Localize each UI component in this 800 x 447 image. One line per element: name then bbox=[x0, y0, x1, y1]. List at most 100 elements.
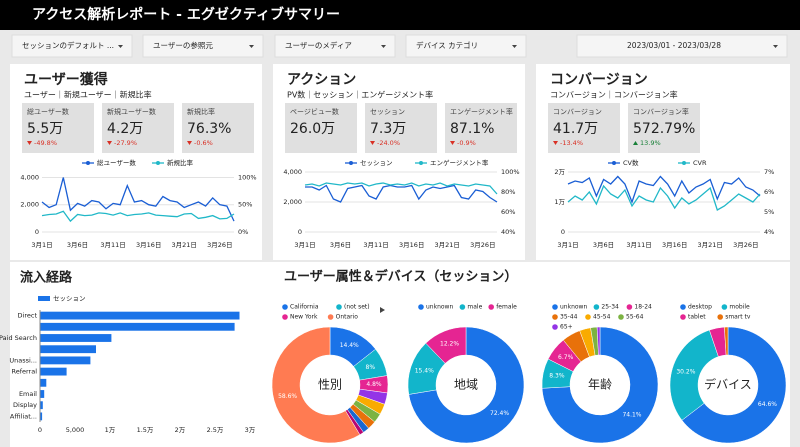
donut-slice bbox=[541, 326, 659, 444]
legend-label: tablet bbox=[688, 314, 706, 321]
slice-label: 30.2% bbox=[676, 369, 695, 376]
bar bbox=[40, 412, 43, 421]
donut-center-label: 地域 bbox=[454, 378, 478, 392]
panel bbox=[10, 262, 790, 447]
x-tick-label: 3月21日 bbox=[172, 241, 197, 249]
legend-dot bbox=[680, 314, 686, 320]
y2-tick-label: 0% bbox=[238, 228, 248, 236]
x-tick-label: 2万 bbox=[175, 426, 186, 434]
legend-label: New York bbox=[290, 314, 318, 321]
header-bar bbox=[0, 0, 800, 30]
slice-label: 8.3% bbox=[549, 373, 565, 380]
scorecard bbox=[102, 103, 174, 153]
legend-label: 18-24 bbox=[634, 304, 652, 311]
x-tick-label: 3月26日 bbox=[733, 241, 758, 249]
series-line bbox=[41, 210, 235, 223]
y-tick-label: Direct bbox=[18, 312, 38, 320]
filter-label: セッションのデフォルト ... bbox=[22, 40, 114, 50]
filter-dropdown[interactable] bbox=[11, 34, 133, 58]
bar bbox=[40, 390, 45, 398]
x-tick-label: 3月6日 bbox=[330, 241, 351, 249]
panel bbox=[536, 64, 790, 260]
scorecard-label: コンバージョン bbox=[553, 108, 602, 116]
donut-center-label: デバイス bbox=[704, 377, 752, 392]
scorecard-value: 26.0万 bbox=[290, 121, 335, 137]
y-tick-label: 4,000 bbox=[283, 168, 302, 176]
legend-dot bbox=[349, 161, 353, 165]
panel bbox=[273, 64, 525, 260]
y-tick-label: Paid Search bbox=[0, 334, 37, 342]
legend-label: 25-34 bbox=[601, 304, 619, 311]
slice-label: 12.2% bbox=[440, 341, 459, 348]
y2-tick-label: 50% bbox=[238, 201, 252, 209]
legend-dot bbox=[552, 324, 558, 330]
legend-label: Ontario bbox=[336, 314, 359, 321]
y-tick-label: 0 bbox=[35, 228, 39, 236]
x-tick-label: 0 bbox=[38, 426, 42, 434]
x-tick-label: 3万 bbox=[245, 426, 256, 434]
x-tick-label: 5,000 bbox=[66, 426, 85, 434]
y2-tick-label: 4% bbox=[764, 228, 774, 236]
x-tick-label: 3月16日 bbox=[136, 241, 161, 249]
legend-dot bbox=[86, 161, 90, 165]
x-tick-label: 3月26日 bbox=[470, 241, 495, 249]
bar bbox=[40, 378, 47, 387]
y-tick-label: Display bbox=[13, 401, 37, 409]
dropdown-caret bbox=[773, 45, 778, 48]
y2-tick-label: 80% bbox=[501, 188, 515, 196]
legend-label: CVR bbox=[693, 159, 707, 167]
donut-slice bbox=[669, 329, 719, 421]
donut-center-label: 年齢 bbox=[588, 377, 612, 392]
legend-label: smart tv bbox=[725, 314, 751, 321]
scorecard bbox=[445, 103, 517, 153]
scorecard-value: 76.3% bbox=[187, 121, 231, 137]
legend-pager[interactable] bbox=[380, 307, 385, 313]
y-tick-label: 0 bbox=[561, 228, 565, 236]
y2-tick-label: 5% bbox=[764, 208, 774, 216]
slice-label: 4.8% bbox=[366, 381, 382, 388]
scorecard bbox=[285, 103, 357, 153]
filter-dropdown[interactable] bbox=[274, 34, 396, 58]
x-tick-label: 3月16日 bbox=[399, 241, 424, 249]
trend-arrow bbox=[187, 141, 192, 145]
x-tick-label: 3月1日 bbox=[294, 241, 315, 249]
slice-label: 74.1% bbox=[622, 412, 641, 419]
trend-arrow bbox=[27, 141, 32, 145]
section-title: 流入経路 bbox=[20, 270, 73, 286]
trend-arrow bbox=[633, 141, 638, 145]
filter-label: 2023/03/01 - 2023/03/28 bbox=[627, 41, 721, 50]
dropdown-caret bbox=[118, 45, 123, 48]
filter-dropdown[interactable] bbox=[576, 34, 788, 58]
scorecard-delta: -24.0% bbox=[377, 139, 400, 147]
legend-label: 45-54 bbox=[593, 314, 611, 321]
series-line bbox=[567, 184, 761, 211]
donut-slice bbox=[271, 326, 361, 444]
x-tick-label: 2.5万 bbox=[207, 426, 224, 434]
scorecard-delta: -27.9% bbox=[114, 139, 137, 147]
filter-dropdown[interactable] bbox=[142, 34, 264, 58]
filter-dropdown[interactable] bbox=[405, 34, 527, 58]
x-tick-label: 3月11日 bbox=[100, 241, 125, 249]
y-tick-label: Email bbox=[19, 390, 37, 398]
donut-slice bbox=[425, 326, 467, 364]
x-tick-label: 3月6日 bbox=[67, 241, 88, 249]
legend-dot bbox=[680, 304, 686, 310]
section-title: ユーザー獲得 bbox=[24, 71, 108, 88]
y2-tick-label: 60% bbox=[501, 208, 515, 216]
trend-arrow bbox=[107, 141, 112, 145]
panel bbox=[10, 64, 262, 260]
scorecard-value: 5.5万 bbox=[27, 121, 63, 137]
legend-label: female bbox=[496, 304, 517, 311]
legend-dot bbox=[327, 314, 334, 320]
filter-label: ユーザーの参照元 bbox=[153, 40, 213, 50]
section-title: コンバージョン bbox=[550, 72, 648, 88]
series-line bbox=[305, 184, 498, 203]
dropdown-caret bbox=[381, 45, 386, 48]
bar bbox=[40, 356, 91, 365]
slice-label: 58.6% bbox=[278, 393, 297, 400]
x-tick-label: 3月11日 bbox=[363, 241, 388, 249]
x-tick-label: 3月1日 bbox=[557, 241, 578, 249]
filter-label: ユーザーのメディア bbox=[285, 40, 352, 50]
y2-tick-label: 6% bbox=[764, 188, 774, 196]
legend-label: (not set) bbox=[344, 304, 370, 311]
